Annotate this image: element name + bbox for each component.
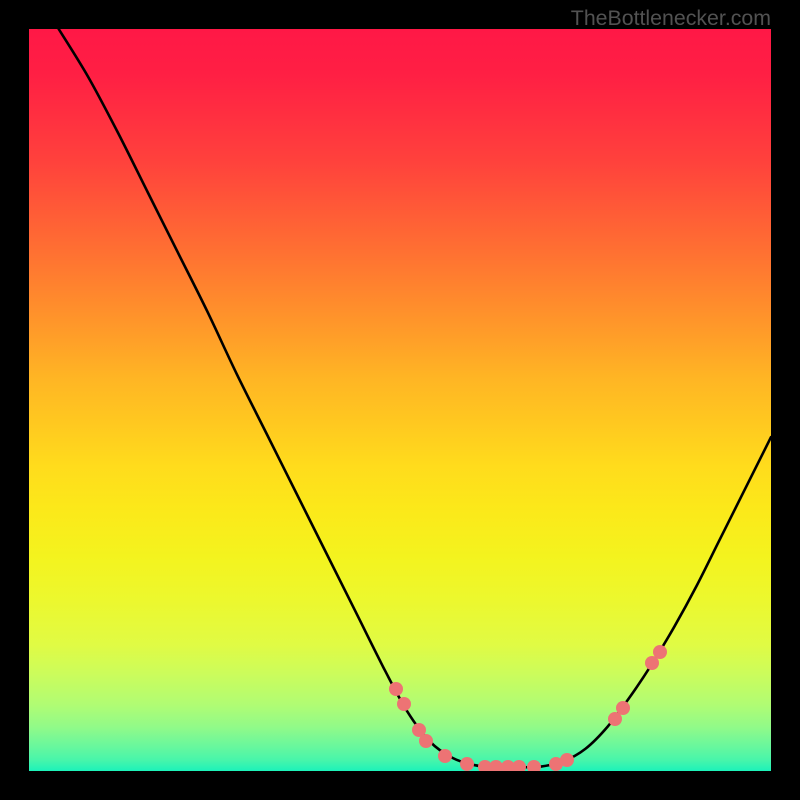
plot-area xyxy=(29,29,771,771)
data-marker xyxy=(560,753,574,767)
data-marker xyxy=(527,760,541,771)
data-marker xyxy=(389,682,403,696)
data-marker xyxy=(419,734,433,748)
data-marker xyxy=(616,701,630,715)
data-marker xyxy=(397,697,411,711)
watermark-text: TheBottlenecker.com xyxy=(571,6,771,31)
data-marker xyxy=(653,645,667,659)
data-marker xyxy=(512,760,526,771)
chart-frame: TheBottlenecker.com xyxy=(0,0,800,800)
data-marker xyxy=(438,749,452,763)
curve-svg xyxy=(29,29,771,771)
data-marker xyxy=(460,757,474,771)
